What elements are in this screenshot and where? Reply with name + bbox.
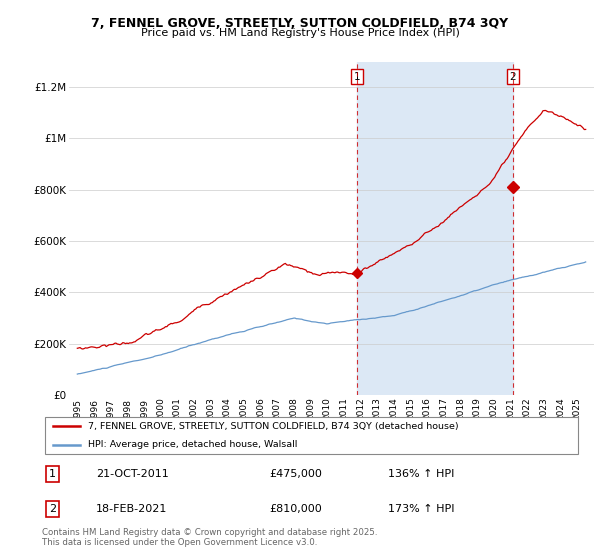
Text: 173% ↑ HPI: 173% ↑ HPI [388, 504, 454, 514]
Text: 18-FEB-2021: 18-FEB-2021 [96, 504, 167, 514]
Text: 1: 1 [354, 72, 361, 82]
Text: 2: 2 [49, 504, 56, 514]
Text: £475,000: £475,000 [269, 469, 322, 479]
Text: 2: 2 [509, 72, 516, 82]
FancyBboxPatch shape [45, 417, 578, 454]
Text: 1: 1 [49, 469, 56, 479]
Text: HPI: Average price, detached house, Walsall: HPI: Average price, detached house, Wals… [88, 440, 297, 449]
Text: 21-OCT-2011: 21-OCT-2011 [96, 469, 169, 479]
Text: £810,000: £810,000 [269, 504, 322, 514]
Text: 7, FENNEL GROVE, STREETLY, SUTTON COLDFIELD, B74 3QY: 7, FENNEL GROVE, STREETLY, SUTTON COLDFI… [91, 17, 509, 30]
Bar [358, 62, 512, 395]
Text: 7, FENNEL GROVE, STREETLY, SUTTON COLDFIELD, B74 3QY (detached house): 7, FENNEL GROVE, STREETLY, SUTTON COLDFI… [88, 422, 458, 431]
Text: Price paid vs. HM Land Registry's House Price Index (HPI): Price paid vs. HM Land Registry's House … [140, 28, 460, 38]
Text: 136% ↑ HPI: 136% ↑ HPI [388, 469, 454, 479]
Text: Contains HM Land Registry data © Crown copyright and database right 2025.
This d: Contains HM Land Registry data © Crown c… [42, 528, 377, 547]
